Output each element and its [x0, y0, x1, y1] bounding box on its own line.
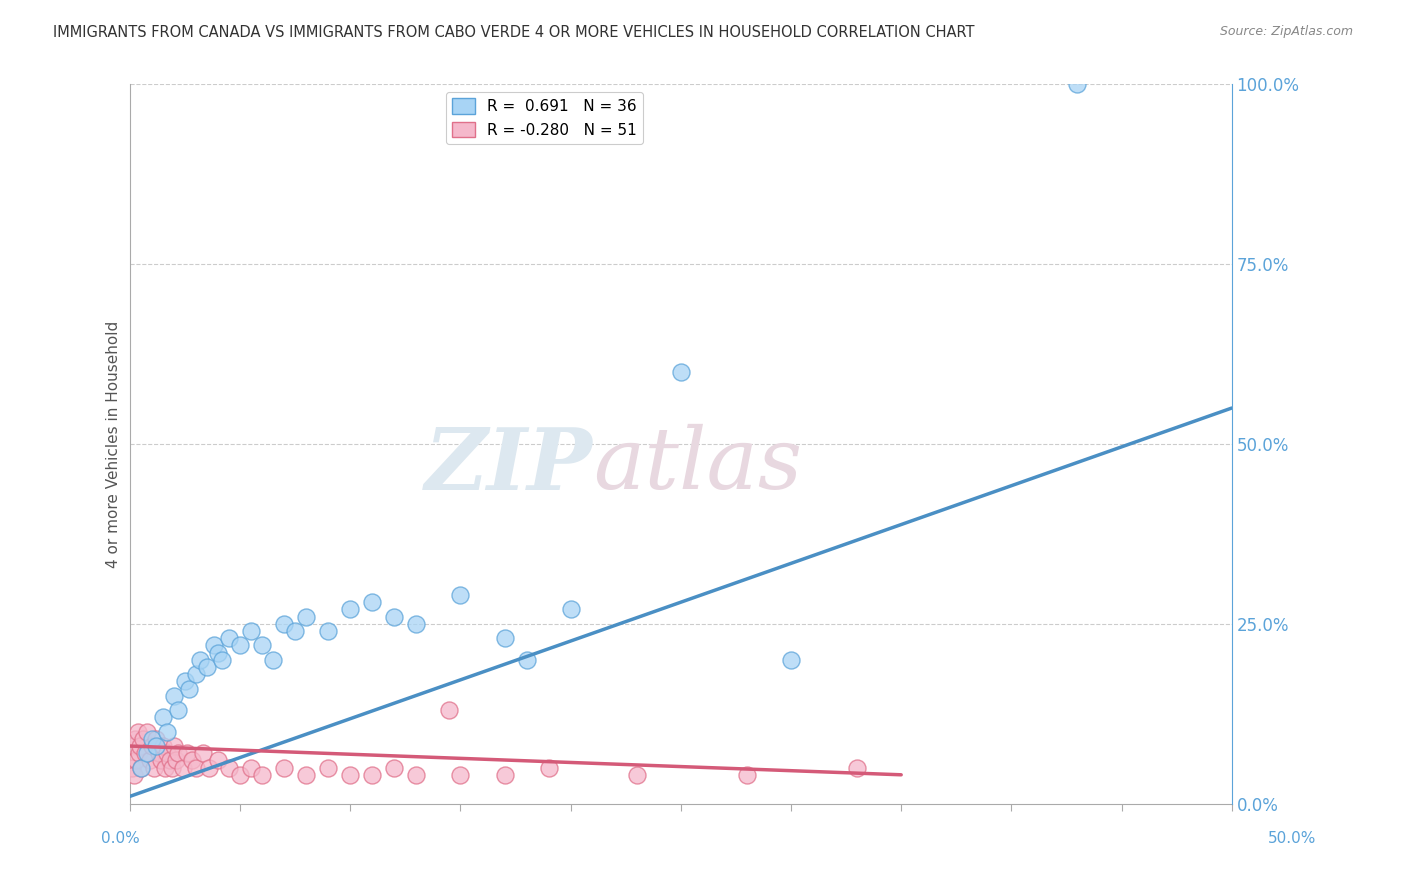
- Point: [172, 761, 194, 775]
- Point: [339, 602, 361, 616]
- Point: [174, 674, 197, 689]
- Point: [240, 761, 263, 775]
- Point: [316, 624, 339, 638]
- Point: [195, 660, 218, 674]
- Point: [179, 681, 201, 696]
- Point: [136, 724, 159, 739]
- Point: [669, 365, 692, 379]
- Point: [163, 689, 186, 703]
- Point: [167, 746, 190, 760]
- Point: [165, 753, 187, 767]
- Point: [163, 739, 186, 753]
- Point: [122, 739, 145, 753]
- Point: [229, 768, 252, 782]
- Point: [339, 768, 361, 782]
- Point: [125, 753, 148, 767]
- Point: [156, 746, 179, 760]
- Point: [148, 746, 170, 760]
- Point: [494, 768, 516, 782]
- Point: [122, 768, 145, 782]
- Point: [132, 731, 155, 746]
- Point: [295, 768, 318, 782]
- Point: [180, 753, 202, 767]
- Point: [143, 761, 166, 775]
- Point: [449, 588, 471, 602]
- Point: [198, 761, 221, 775]
- Point: [152, 710, 174, 724]
- Text: IMMIGRANTS FROM CANADA VS IMMIGRANTS FROM CABO VERDE 4 OR MORE VEHICLES IN HOUSE: IMMIGRANTS FROM CANADA VS IMMIGRANTS FRO…: [53, 25, 974, 40]
- Point: [121, 761, 143, 775]
- Point: [405, 616, 427, 631]
- Point: [149, 753, 172, 767]
- Point: [229, 638, 252, 652]
- Point: [846, 761, 869, 775]
- Point: [284, 624, 307, 638]
- Point: [136, 746, 159, 760]
- Point: [382, 609, 405, 624]
- Legend: R =  0.691   N = 36, R = -0.280   N = 51: R = 0.691 N = 36, R = -0.280 N = 51: [446, 92, 643, 144]
- Point: [138, 753, 160, 767]
- Point: [449, 768, 471, 782]
- Point: [176, 746, 198, 760]
- Point: [134, 746, 156, 760]
- Point: [273, 616, 295, 631]
- Point: [156, 724, 179, 739]
- Point: [361, 768, 384, 782]
- Point: [160, 761, 183, 775]
- Point: [128, 746, 150, 760]
- Point: [128, 739, 150, 753]
- Point: [382, 761, 405, 775]
- Point: [129, 761, 152, 775]
- Point: [141, 731, 163, 746]
- Point: [141, 739, 163, 753]
- Y-axis label: 4 or more Vehicles in Household: 4 or more Vehicles in Household: [107, 320, 121, 567]
- Point: [560, 602, 582, 616]
- Point: [127, 724, 149, 739]
- Point: [159, 753, 181, 767]
- Point: [184, 667, 207, 681]
- Point: [626, 768, 648, 782]
- Point: [211, 653, 233, 667]
- Point: [167, 703, 190, 717]
- Point: [145, 739, 167, 753]
- Point: [262, 653, 284, 667]
- Point: [537, 761, 560, 775]
- Point: [152, 739, 174, 753]
- Point: [129, 761, 152, 775]
- Point: [145, 731, 167, 746]
- Point: [295, 609, 318, 624]
- Point: [735, 768, 758, 782]
- Text: atlas: atlas: [593, 425, 801, 507]
- Point: [405, 768, 427, 782]
- Text: ZIP: ZIP: [425, 424, 593, 508]
- Point: [191, 746, 214, 760]
- Point: [273, 761, 295, 775]
- Point: [240, 624, 263, 638]
- Point: [439, 703, 461, 717]
- Point: [184, 761, 207, 775]
- Point: [515, 653, 537, 667]
- Point: [207, 753, 229, 767]
- Text: 0.0%: 0.0%: [101, 831, 141, 846]
- Point: [361, 595, 384, 609]
- Point: [250, 638, 273, 652]
- Point: [218, 761, 240, 775]
- Text: Source: ZipAtlas.com: Source: ZipAtlas.com: [1219, 25, 1353, 38]
- Point: [153, 761, 176, 775]
- Point: [1066, 78, 1088, 92]
- Point: [494, 631, 516, 645]
- Point: [218, 631, 240, 645]
- Point: [780, 653, 803, 667]
- Point: [124, 731, 146, 746]
- Point: [316, 761, 339, 775]
- Point: [250, 768, 273, 782]
- Text: 50.0%: 50.0%: [1268, 831, 1316, 846]
- Point: [207, 646, 229, 660]
- Point: [202, 638, 225, 652]
- Point: [190, 653, 212, 667]
